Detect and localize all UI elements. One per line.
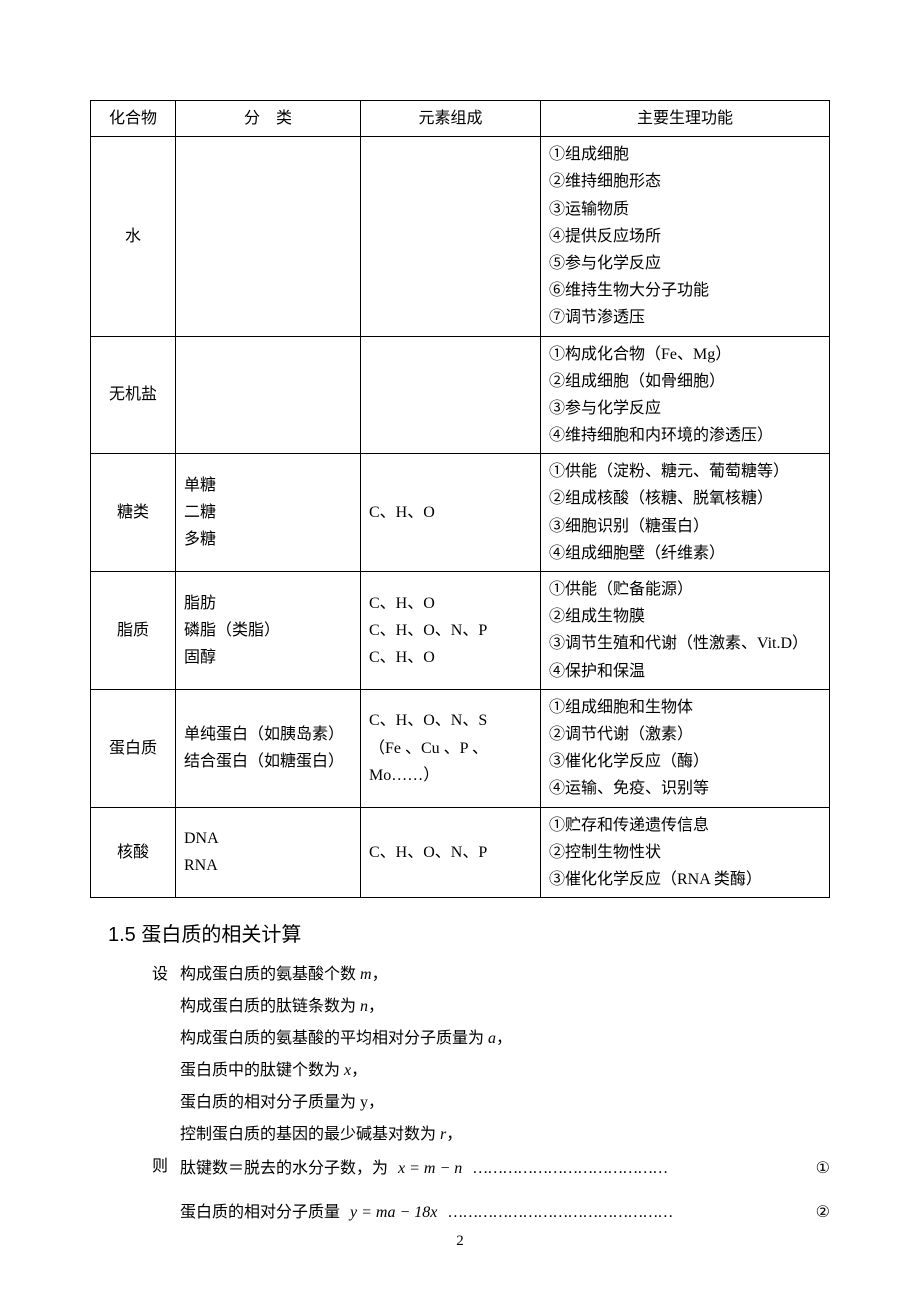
cell-compound: 无机盐 (91, 336, 176, 454)
cell-compound: 蛋白质 (91, 689, 176, 807)
formula-number: ① (816, 1153, 830, 1185)
cell-functions: ①供能（贮备能源） ②组成生物膜 ③调节生殖和代谢（性激素、Vit.D） ④保护… (541, 572, 830, 690)
dots-icon: ……………………………………… (447, 1197, 815, 1229)
formula-row: 蛋白质的相对分子质量 y = ma − 18x ……………………………………… … (130, 1195, 830, 1229)
cell-functions: ①组成细胞和生物体 ②调节代谢（激素） ③催化化学反应（酶） ④运输、免疫、识别… (541, 689, 830, 807)
cell-category: 单纯蛋白（如胰岛素） 结合蛋白（如糖蛋白） (176, 689, 361, 807)
cell-functions: ①组成细胞 ②维持细胞形态 ③运输物质 ④提供反应场所 ⑤参与化学反应 ⑥维持生… (541, 137, 830, 336)
compounds-table: 化合物 分 类 元素组成 主要生理功能 水 ①组成细胞 ②维持细胞形态 ③运输物… (90, 100, 830, 898)
formula-1: 肽键数＝脱去的水分子数，为 x = m − n ………………………………… ① (180, 1153, 830, 1185)
formula-text: 肽键数＝脱去的水分子数，为 (180, 1153, 388, 1185)
formula-math: x = m − n (398, 1153, 462, 1185)
calc-line: 构成蛋白质的氨基酸个数 m， (180, 959, 830, 991)
cell-functions: ①贮存和传递遗传信息 ②控制生物性状 ③催化化学反应（RNA 类酶） (541, 807, 830, 898)
cell-category (176, 137, 361, 336)
cell-elements: C、H、O C、H、O、N、P C、H、O (361, 572, 541, 690)
calc-line: 构成蛋白质的肽链条数为 n， (180, 991, 830, 1023)
label-set: 设 (130, 959, 180, 991)
cell-elements: C、H、O (361, 454, 541, 572)
page-number: 2 (456, 1233, 464, 1250)
table-header-row: 化合物 分 类 元素组成 主要生理功能 (91, 101, 830, 137)
calc-line: 蛋白质的相对分子质量为 y， (180, 1087, 830, 1119)
header-compound: 化合物 (91, 101, 176, 137)
section-title: 1.5 蛋白质的相关计算 (108, 918, 830, 947)
calc-then-row: 则 肽键数＝脱去的水分子数，为 x = m − n ………………………………… … (130, 1151, 830, 1185)
cell-category: 单糖 二糖 多糖 (176, 454, 361, 572)
dots-icon: ………………………………… (472, 1153, 815, 1185)
table-row: 水 ①组成细胞 ②维持细胞形态 ③运输物质 ④提供反应场所 ⑤参与化学反应 ⑥维… (91, 137, 830, 336)
cell-elements (361, 137, 541, 336)
cell-elements (361, 336, 541, 454)
cell-functions: ①供能（淀粉、糖元、葡萄糖等） ②组成核酸（核糖、脱氧核糖） ③细胞识别（糖蛋白… (541, 454, 830, 572)
header-elements: 元素组成 (361, 101, 541, 137)
label-then: 则 (130, 1151, 180, 1185)
table-row: 蛋白质 单纯蛋白（如胰岛素） 结合蛋白（如糖蛋白） C、H、O、N、S （Fe … (91, 689, 830, 807)
calc-line-row: 构成蛋白质的肽链条数为 n， (130, 991, 830, 1023)
calc-line: 构成蛋白质的氨基酸的平均相对分子质量为 a， (180, 1023, 830, 1055)
cell-compound: 水 (91, 137, 176, 336)
formula-math: y = ma − 18x (350, 1197, 437, 1229)
formula-2: 蛋白质的相对分子质量 y = ma − 18x ……………………………………… … (180, 1197, 830, 1229)
calc-line: 控制蛋白质的基因的最少碱基对数为 r， (180, 1119, 830, 1151)
formula-text: 蛋白质的相对分子质量 (180, 1197, 340, 1229)
table-row: 无机盐 ①构成化合物（Fe、Mg） ②组成细胞（如骨细胞） ③参与化学反应 ④维… (91, 336, 830, 454)
cell-functions: ①构成化合物（Fe、Mg） ②组成细胞（如骨细胞） ③参与化学反应 ④维持细胞和… (541, 336, 830, 454)
table-row: 脂质 脂肪 磷脂（类脂） 固醇 C、H、O C、H、O、N、P C、H、O ①供… (91, 572, 830, 690)
calculation-block: 设 构成蛋白质的氨基酸个数 m， 构成蛋白质的肽链条数为 n， 构成蛋白质的氨基… (130, 959, 830, 1229)
table-row: 核酸 DNA RNA C、H、O、N、P ①贮存和传递遗传信息 ②控制生物性状 … (91, 807, 830, 898)
cell-category: 脂肪 磷脂（类脂） 固醇 (176, 572, 361, 690)
cell-compound: 核酸 (91, 807, 176, 898)
cell-elements: C、H、O、N、S （Fe 、Cu 、P 、Mo……） (361, 689, 541, 807)
cell-category: DNA RNA (176, 807, 361, 898)
cell-category (176, 336, 361, 454)
header-functions: 主要生理功能 (541, 101, 830, 137)
calc-line-row: 蛋白质的相对分子质量为 y， (130, 1087, 830, 1119)
cell-elements: C、H、O、N、P (361, 807, 541, 898)
calc-line-row: 蛋白质中的肽键个数为 x， (130, 1055, 830, 1087)
cell-compound: 脂质 (91, 572, 176, 690)
calc-set-row: 设 构成蛋白质的氨基酸个数 m， (130, 959, 830, 991)
calc-line-row: 控制蛋白质的基因的最少碱基对数为 r， (130, 1119, 830, 1151)
header-category: 分 类 (176, 101, 361, 137)
formula-number: ② (816, 1197, 830, 1229)
calc-line-row: 构成蛋白质的氨基酸的平均相对分子质量为 a， (130, 1023, 830, 1055)
calc-line: 蛋白质中的肽键个数为 x， (180, 1055, 830, 1087)
table-row: 糖类 单糖 二糖 多糖 C、H、O ①供能（淀粉、糖元、葡萄糖等） ②组成核酸（… (91, 454, 830, 572)
cell-compound: 糖类 (91, 454, 176, 572)
